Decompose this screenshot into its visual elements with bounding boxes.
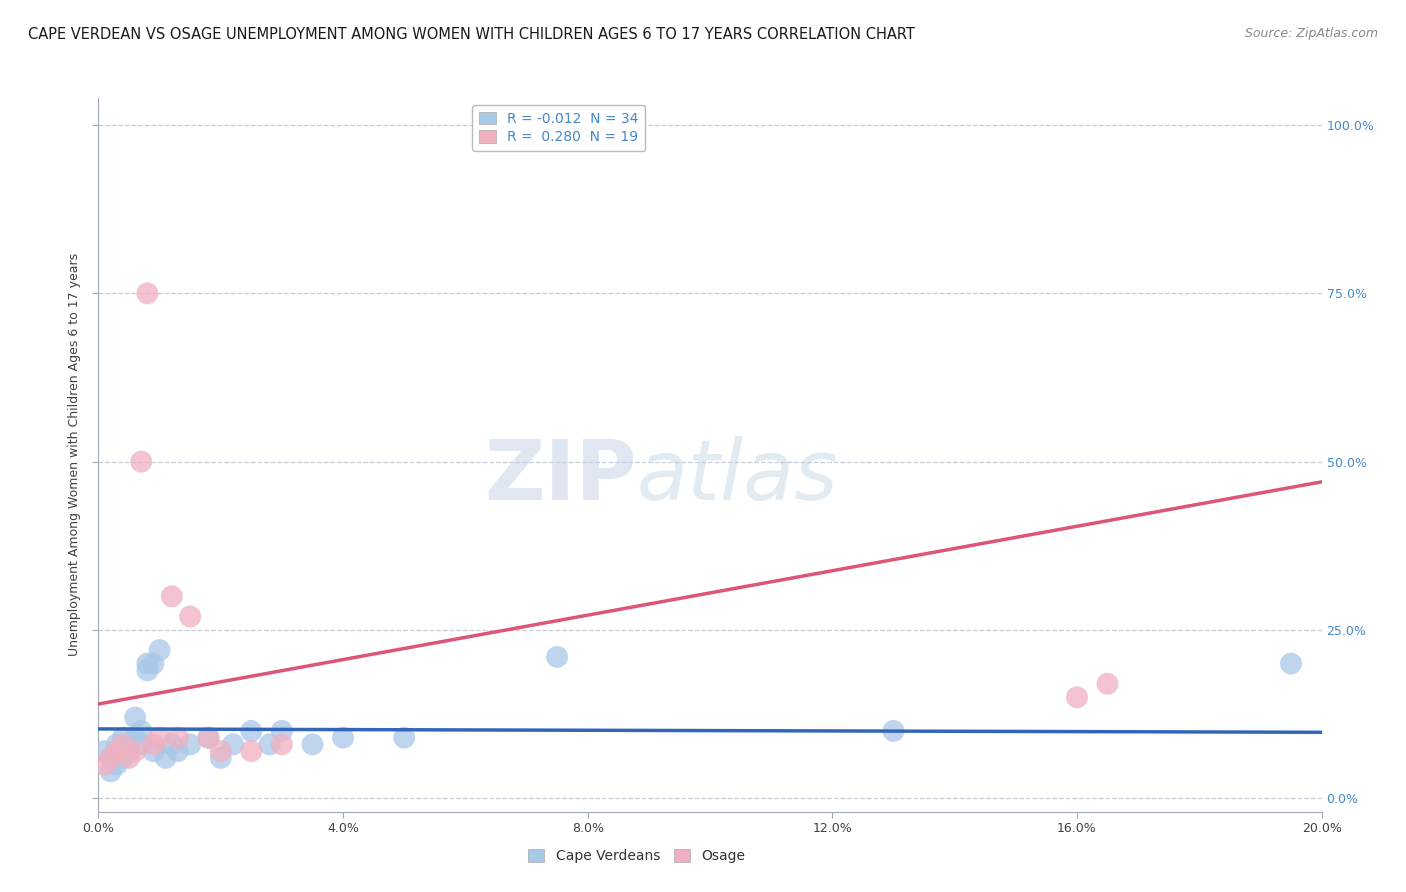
- Point: [100, 764, 122, 779]
- Point: [111, 751, 134, 765]
- Point: [1279, 657, 1302, 671]
- Point: [546, 649, 568, 664]
- Text: atlas: atlas: [637, 436, 838, 516]
- Text: Source: ZipAtlas.com: Source: ZipAtlas.com: [1244, 27, 1378, 40]
- Point: [149, 643, 172, 657]
- Point: [270, 723, 292, 738]
- Point: [167, 744, 190, 758]
- Text: CAPE VERDEAN VS OSAGE UNEMPLOYMENT AMONG WOMEN WITH CHILDREN AGES 6 TO 17 YEARS : CAPE VERDEAN VS OSAGE UNEMPLOYMENT AMONG…: [28, 27, 915, 42]
- Point: [142, 657, 165, 671]
- Point: [111, 738, 134, 752]
- Point: [259, 738, 281, 752]
- Y-axis label: Unemployment Among Women with Children Ages 6 to 17 years: Unemployment Among Women with Children A…: [67, 253, 82, 657]
- Point: [155, 751, 177, 765]
- Text: ZIP: ZIP: [484, 436, 637, 516]
- Point: [160, 589, 183, 603]
- Point: [332, 731, 354, 745]
- Point: [209, 751, 232, 765]
- Point: [136, 657, 159, 671]
- Point: [100, 751, 122, 765]
- Point: [197, 731, 219, 745]
- Point: [118, 738, 141, 752]
- Point: [129, 738, 152, 752]
- Point: [142, 744, 165, 758]
- Point: [883, 723, 905, 738]
- Point: [93, 744, 115, 758]
- Point: [118, 751, 141, 765]
- Point: [160, 738, 183, 752]
- Point: [301, 738, 323, 752]
- Point: [129, 455, 152, 469]
- Point: [136, 286, 159, 301]
- Point: [124, 710, 146, 724]
- Point: [209, 744, 232, 758]
- Point: [240, 744, 263, 758]
- Point: [270, 738, 292, 752]
- Point: [1066, 690, 1088, 705]
- Point: [1097, 677, 1119, 691]
- Point: [167, 731, 190, 745]
- Point: [105, 757, 128, 772]
- Point: [142, 738, 165, 752]
- Point: [93, 757, 115, 772]
- Point: [100, 751, 122, 765]
- Point: [111, 731, 134, 745]
- Point: [129, 723, 152, 738]
- Point: [392, 731, 416, 745]
- Point: [222, 738, 245, 752]
- Point: [118, 744, 141, 758]
- Point: [124, 744, 146, 758]
- Point: [124, 731, 146, 745]
- Point: [105, 744, 128, 758]
- Point: [240, 723, 263, 738]
- Legend: Cape Verdeans, Osage: Cape Verdeans, Osage: [522, 844, 751, 869]
- Point: [105, 738, 128, 752]
- Point: [197, 731, 219, 745]
- Point: [179, 609, 201, 624]
- Point: [179, 738, 201, 752]
- Point: [136, 664, 159, 678]
- Point: [149, 731, 172, 745]
